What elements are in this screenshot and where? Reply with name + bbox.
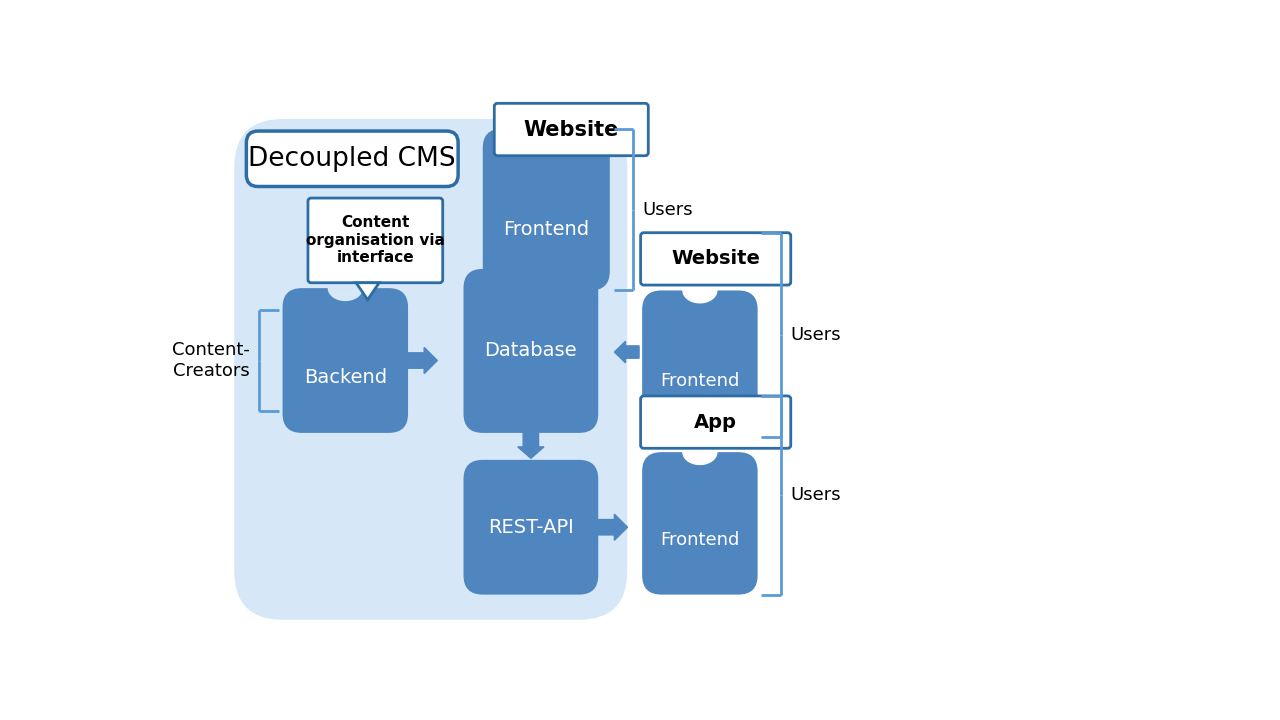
FancyBboxPatch shape <box>283 288 408 433</box>
Text: Website: Website <box>671 249 760 269</box>
Text: Users: Users <box>643 201 692 219</box>
FancyBboxPatch shape <box>643 452 758 595</box>
Polygon shape <box>598 514 627 540</box>
Text: Decoupled CMS: Decoupled CMS <box>248 145 456 172</box>
Text: Content
organisation via
interface: Content organisation via interface <box>306 215 444 265</box>
FancyBboxPatch shape <box>246 131 458 186</box>
FancyBboxPatch shape <box>640 233 791 285</box>
Polygon shape <box>408 348 438 374</box>
Text: App: App <box>694 413 737 431</box>
Polygon shape <box>518 269 544 292</box>
Text: Frontend: Frontend <box>503 220 589 238</box>
Text: Content-
Creators: Content- Creators <box>173 341 250 380</box>
Text: Users: Users <box>790 486 841 504</box>
FancyBboxPatch shape <box>463 460 598 595</box>
Text: Backend: Backend <box>303 369 387 387</box>
Polygon shape <box>614 341 639 363</box>
Polygon shape <box>684 290 717 302</box>
Text: REST-API: REST-API <box>488 518 573 536</box>
Text: Frontend: Frontend <box>660 531 740 549</box>
Text: Frontend: Frontend <box>660 372 740 390</box>
Polygon shape <box>530 129 563 144</box>
FancyBboxPatch shape <box>237 121 625 618</box>
FancyBboxPatch shape <box>463 269 598 433</box>
FancyBboxPatch shape <box>640 396 791 449</box>
Polygon shape <box>356 283 379 300</box>
Text: Website: Website <box>524 120 620 140</box>
Text: Users: Users <box>790 325 841 343</box>
FancyBboxPatch shape <box>643 290 758 437</box>
Text: Database: Database <box>485 341 577 361</box>
FancyBboxPatch shape <box>308 198 443 283</box>
Polygon shape <box>518 433 544 459</box>
Polygon shape <box>329 288 362 300</box>
FancyBboxPatch shape <box>494 104 648 156</box>
Polygon shape <box>684 452 717 464</box>
FancyBboxPatch shape <box>483 129 609 290</box>
